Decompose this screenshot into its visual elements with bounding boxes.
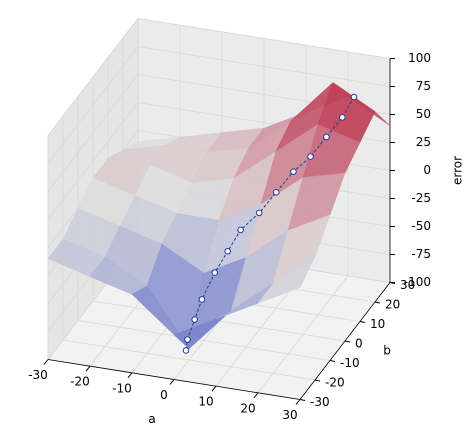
y-tick-label: 0 — [355, 337, 363, 351]
z-tick-label: 0 — [423, 163, 431, 177]
path-point — [339, 114, 346, 121]
x-tick-label: 10 — [198, 395, 213, 409]
z-tick-label: 75 — [416, 79, 431, 93]
x-tick — [211, 385, 217, 392]
path-point — [307, 153, 314, 160]
x-axis-label: a — [148, 412, 155, 426]
path-point — [290, 168, 297, 175]
x-tick-label: 20 — [240, 401, 255, 415]
z-tick-label: 25 — [416, 135, 431, 149]
y-tick-label: 30 — [400, 278, 415, 292]
x-tick-label: -20 — [70, 375, 90, 389]
path-point — [184, 336, 191, 343]
grid-line — [47, 18, 139, 136]
z-axis-label: error — [451, 156, 465, 185]
y-tick — [374, 301, 381, 304]
y-tick — [314, 379, 321, 382]
path-point — [255, 209, 263, 217]
x-tick-label: 30 — [282, 408, 297, 422]
grid-line — [47, 46, 139, 164]
z-tick-label: 50 — [416, 107, 431, 121]
path-point — [198, 296, 206, 303]
y-tick — [299, 399, 306, 401]
z-tick-label: -75 — [411, 247, 431, 261]
y-tick-label: -10 — [340, 356, 360, 370]
path-point — [273, 188, 280, 196]
x-tick — [127, 372, 133, 379]
x-tick-label: -30 — [28, 368, 48, 382]
y-tick — [329, 360, 336, 362]
axis-line — [47, 359, 301, 400]
y-tick-label: 10 — [370, 317, 385, 331]
z-tick-label: -25 — [411, 191, 431, 205]
y-tick-label: 20 — [385, 298, 400, 312]
path-point — [323, 133, 330, 141]
grid-line — [137, 46, 391, 87]
y-tick-label: -30 — [310, 395, 330, 409]
path-point — [182, 347, 190, 354]
z-tick-label: -100 — [404, 275, 431, 289]
x-tick-label: -10 — [112, 381, 132, 395]
x-tick — [295, 399, 301, 405]
x-tick — [169, 379, 175, 385]
y-tick-label: -20 — [325, 376, 345, 390]
path-point — [237, 226, 244, 234]
x-tick-label: 0 — [160, 388, 168, 402]
x-tick — [253, 392, 259, 399]
path-line — [185, 96, 355, 351]
grid-line — [137, 18, 391, 59]
surface-patch — [257, 256, 316, 304]
grid-line — [47, 102, 139, 220]
path-point — [211, 269, 219, 276]
grid-line — [62, 339, 316, 381]
y-axis-label: b — [383, 344, 391, 358]
axis-line — [299, 282, 391, 400]
z-tick-label: -50 — [411, 219, 431, 233]
z-tick-label: 100 — [408, 51, 431, 65]
path-point — [191, 316, 198, 323]
path-point — [224, 247, 231, 255]
y-tick — [344, 340, 351, 343]
grid-line — [47, 74, 139, 192]
x-tick — [43, 359, 49, 365]
x-tick — [85, 365, 91, 372]
y-tick — [359, 321, 366, 323]
path-point — [350, 93, 358, 101]
grid-line — [77, 320, 331, 361]
